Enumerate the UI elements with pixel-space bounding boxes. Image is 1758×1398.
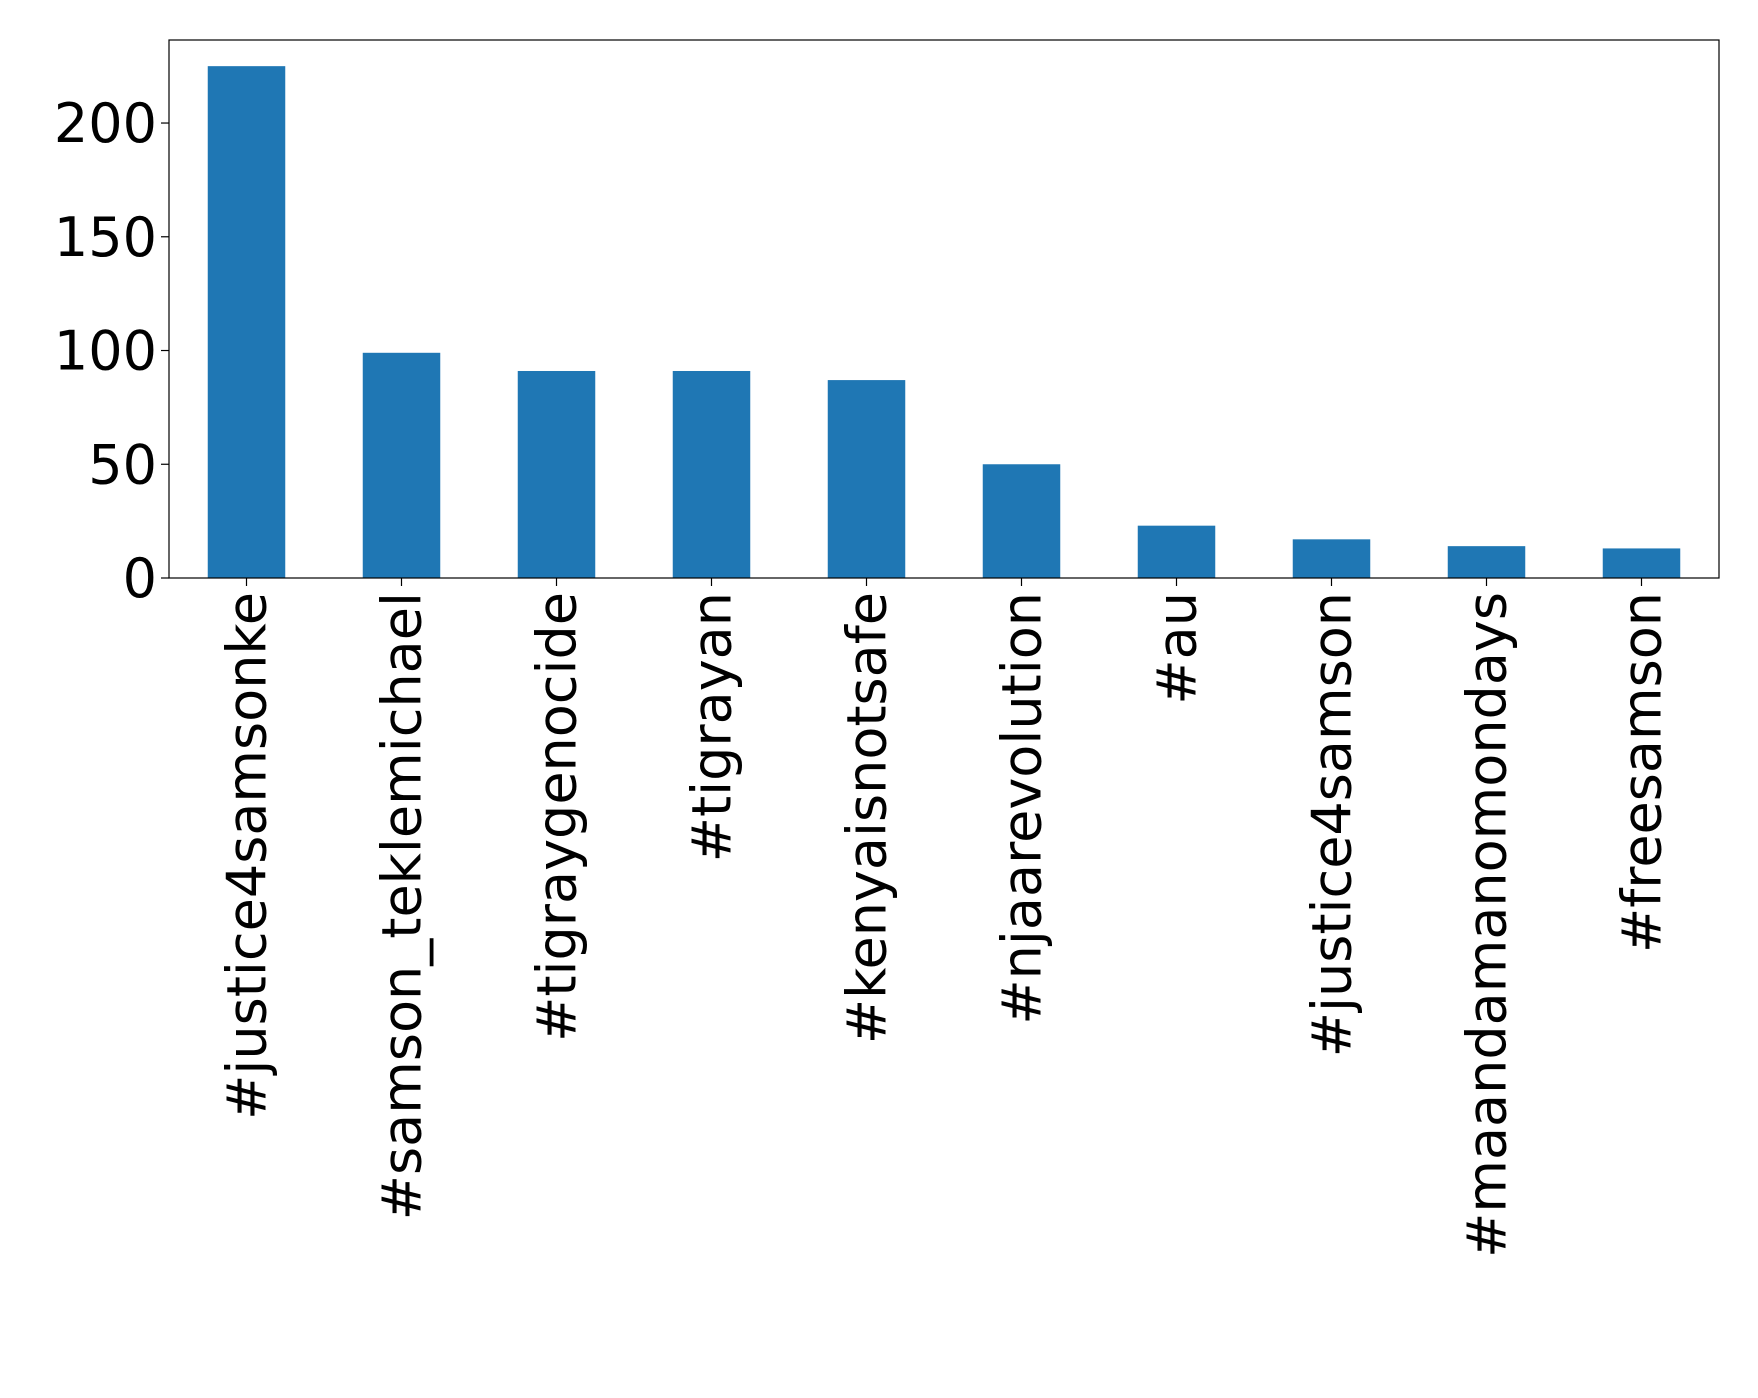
bar — [982, 464, 1061, 578]
bar — [1602, 548, 1681, 578]
x-tick-label: #freesamson — [1611, 592, 1674, 953]
bar — [1137, 525, 1216, 578]
bar — [362, 352, 441, 578]
x-tick-label: #samson_teklemichael — [371, 592, 434, 1220]
y-tick-label: 0 — [123, 547, 157, 610]
bar — [207, 66, 286, 578]
x-tick-label: #kenyaisnotsafe — [836, 592, 899, 1044]
plot-frame — [168, 39, 1720, 579]
bar — [517, 370, 596, 578]
bar — [1447, 546, 1526, 578]
y-tick-label: 200 — [54, 92, 157, 155]
x-tick-label: #njaarevolution — [991, 592, 1054, 1025]
x-tick-label: #justice4samson — [1301, 592, 1364, 1057]
y-tick-label: 50 — [88, 433, 157, 496]
bar — [672, 370, 751, 578]
x-tick-label: #justice4samsonke — [216, 592, 279, 1120]
x-tick-label: #au — [1146, 592, 1209, 705]
bar — [827, 380, 906, 578]
x-tick-label: #tigrayan — [681, 592, 744, 862]
y-tick-label: 100 — [54, 320, 157, 383]
y-tick-label: 150 — [54, 206, 157, 269]
bar — [1292, 539, 1371, 578]
x-tick-label: #maandamanomondays — [1456, 592, 1519, 1258]
x-tick-label: #tigraygenocide — [526, 592, 589, 1042]
